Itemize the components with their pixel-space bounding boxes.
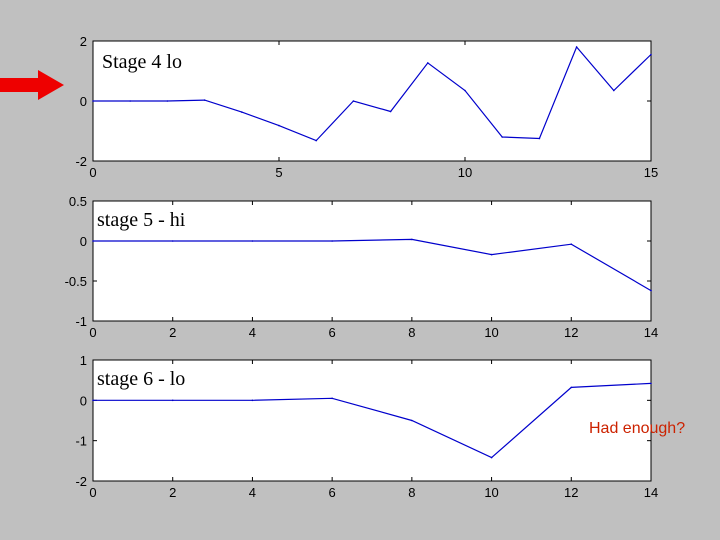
data-point (92, 240, 94, 242)
data-point (464, 89, 466, 92)
x-tick-label: 2 (169, 325, 176, 340)
panel-title: stage 5 - hi (97, 209, 186, 231)
x-tick-label: 4 (249, 485, 256, 500)
data-point (411, 419, 413, 422)
subplot-2: 0 2 4 6 8 10 12 14 -1 -0.5 0 0.5 stage 5 - hi (65, 194, 659, 340)
plot-area (92, 359, 652, 482)
plot-area (92, 200, 652, 322)
data-point (570, 386, 573, 389)
x-tick-label: 15 (644, 165, 658, 180)
data-point (251, 399, 254, 402)
data-point (92, 399, 94, 402)
x-tick-label: 0 (89, 165, 96, 180)
x-tick-label: 10 (458, 165, 472, 180)
data-point (278, 124, 280, 127)
y-tick-label: -0.5 (65, 274, 87, 289)
series-line (93, 382, 652, 459)
x-tick-label: 14 (644, 325, 658, 340)
x-tick-label: 6 (329, 325, 336, 340)
y-tick-label: 0.5 (69, 194, 87, 209)
x-tick-label: 6 (329, 485, 336, 500)
y-tick-label: -1 (75, 314, 87, 329)
data-point (650, 382, 652, 385)
y-tick-label: -1 (75, 434, 87, 449)
data-point (490, 456, 493, 459)
data-point (171, 399, 174, 402)
data-point (352, 100, 355, 102)
x-tick-label: 0 (89, 325, 96, 340)
x-tick-label: 4 (249, 325, 256, 340)
data-point (501, 136, 504, 138)
subplot-3: 0 2 4 6 8 10 12 14 -2 -1 0 1 stage 6 - lo (75, 353, 658, 500)
data-point (570, 243, 573, 245)
y-tick-label: -2 (75, 474, 87, 489)
series-line (93, 45, 652, 142)
x-tick-label: 2 (169, 485, 176, 500)
data-point (241, 111, 243, 113)
annotation-text: Had enough? (589, 420, 686, 437)
data-point (650, 53, 652, 56)
x-tick-label: 12 (564, 485, 578, 500)
y-tick-label: 1 (80, 353, 87, 368)
data-point (203, 99, 206, 101)
x-tick-label: 10 (484, 485, 498, 500)
data-point (427, 62, 429, 64)
data-point (251, 240, 254, 242)
data-point (411, 238, 413, 241)
panel-title: stage 6 - lo (97, 368, 185, 390)
data-point (613, 89, 615, 92)
y-tick-label: 0 (80, 234, 87, 249)
data-point (650, 289, 652, 292)
data-point (171, 240, 174, 242)
x-tick-label: 8 (408, 485, 415, 500)
y-tick-label: -2 (75, 154, 87, 169)
panel-title: Stage 4 lo (102, 51, 182, 73)
data-point (538, 137, 541, 140)
right-arrow-icon (0, 70, 64, 100)
series-line (93, 238, 652, 292)
y-tick-label: 0 (80, 94, 87, 109)
data-point (129, 100, 131, 102)
y-tick-label: 2 (80, 34, 87, 49)
data-point (389, 110, 392, 113)
x-tick-label: 12 (564, 325, 578, 340)
data-point (92, 100, 94, 102)
data-point (490, 253, 493, 256)
data-point (166, 100, 169, 102)
data-point (331, 240, 333, 242)
data-point (575, 46, 578, 48)
x-tick-label: 8 (408, 325, 415, 340)
x-tick-label: 5 (275, 165, 282, 180)
x-tick-label: 14 (644, 485, 658, 500)
data-point (331, 397, 333, 400)
data-point (315, 139, 318, 142)
y-tick-label: 0 (80, 393, 87, 408)
x-tick-label: 10 (484, 325, 498, 340)
x-tick-label: 0 (89, 485, 96, 500)
